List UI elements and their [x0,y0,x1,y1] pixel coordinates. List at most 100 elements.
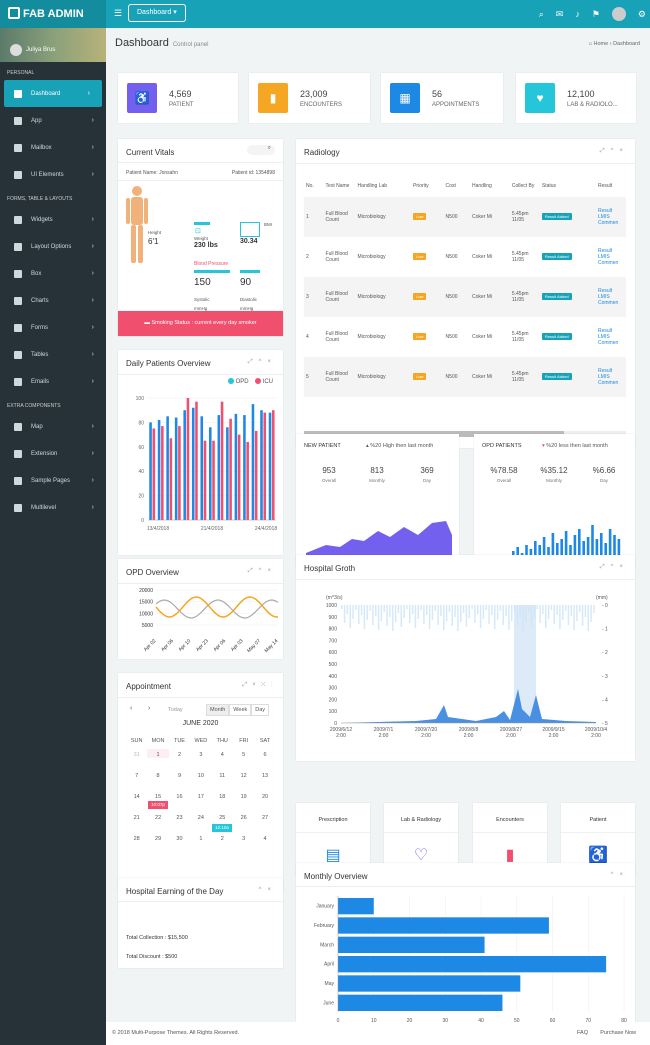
sidebar-item-mailbox[interactable]: Mailbox › [0,134,106,161]
card-controls[interactable]: ⤢^× [599,148,629,154]
calendar-day[interactable]: 13 [261,773,269,779]
sidebar-item-layout-options[interactable]: Layout Options › [0,233,106,260]
calendar-day[interactable]: 15 [155,794,162,800]
sidebar-item-dashboard[interactable]: Dashboard › [4,80,102,107]
table-row[interactable]: 3 Full Blood Count Microbiology Low N500 Coke… [304,277,626,317]
column-header[interactable]: Result [598,183,613,189]
calendar-day[interactable]: 9 [177,773,181,779]
calendar-day[interactable]: 31 [133,752,140,758]
dashboard-dropdown[interactable]: Dashboard ▾ [128,4,186,22]
table-row[interactable]: 2 Full Blood Count Microbiology Low N500 Coke… [304,237,626,277]
calendar-day[interactable]: 29 [155,836,162,842]
card-controls[interactable]: ⤢×⤫⋮ [242,682,277,688]
calendar-day[interactable]: 1 [199,836,203,842]
footer-faq[interactable]: FAQ [576,1030,588,1036]
calendar-day[interactable]: 10 [197,773,204,779]
calendar-day[interactable]: 11 [219,773,226,779]
card-controls[interactable]: ⤢^× [247,359,277,365]
table-row[interactable]: 1 Full Blood Count Microbiology Low N500 Coke… [304,197,626,237]
sidebar-item-charts[interactable]: Charts › [0,287,106,314]
calendar-day[interactable]: 17 [197,794,204,800]
calendar-day[interactable]: 30 [176,836,183,842]
column-header[interactable]: Handling Lab [357,183,388,189]
view-day[interactable]: Day [251,704,270,716]
stat-card-lab[interactable]: ♥ 12,100 LAB & RADIOLO... [516,73,636,123]
calendar-day[interactable]: 20 [261,794,269,800]
sidebar-item-tables[interactable]: Tables › [0,341,106,368]
calendar-day[interactable]: 2 [220,836,224,842]
column-header[interactable]: Handling [472,183,492,189]
view-week[interactable]: Week [229,704,252,716]
stat-card-appointments[interactable]: ▦ 56 APPOINTMENTS [381,73,503,123]
cell-result[interactable]: Result LMIS Commen [596,277,626,317]
calendar-day[interactable]: 23 [176,815,183,821]
calendar-day[interactable]: 3 [242,836,246,842]
avatar[interactable] [611,7,626,21]
prev-icon[interactable]: ‹ [130,705,133,712]
calendar-day[interactable]: 27 [261,815,269,821]
calendar-day[interactable]: 18 [219,794,226,800]
sidebar-item-forms[interactable]: Forms › [0,314,106,341]
today-button[interactable]: Today [168,707,183,713]
sidebar-item-multilevel[interactable]: Multilevel › [0,494,106,521]
column-header[interactable]: Cost [445,183,456,189]
card-controls[interactable]: ⤢^× [599,564,629,570]
calendar-day[interactable]: 3 [199,752,203,758]
sidebar-item-ui-elements[interactable]: UI Elements › [0,161,106,188]
column-header[interactable]: Status [541,183,557,189]
hamburger-icon[interactable]: ☰ [114,8,123,18]
cell-result[interactable]: Result LMIS Commen [596,197,626,237]
view-month[interactable]: Month [206,704,230,716]
calendar-day[interactable]: 4 [220,752,224,758]
mail-icon[interactable]: ✉ [555,8,564,19]
stat-card-encounters[interactable]: ▮ 23,009 ENCOUNTERS [249,73,370,123]
sidebar-item-map[interactable]: Map › [0,413,106,440]
calendar-day[interactable]: 1 [147,749,169,758]
sidebar-item-widgets[interactable]: Widgets › [0,206,106,233]
footer-purchase[interactable]: Purchase Now [600,1030,636,1036]
sidebar-item-app[interactable]: App › [0,107,106,134]
cell-result[interactable]: Result LMIS Commen [596,357,626,397]
column-header[interactable]: No. [306,183,314,189]
calendar-day[interactable]: 28 [133,836,140,842]
calendar-event[interactable]: 10:07p [148,801,168,809]
calendar-day[interactable]: 24 [197,815,204,821]
flag-icon[interactable]: ⚑ [591,8,600,19]
stat-card-patient[interactable]: ♿ 4,569 PATIENT [118,73,238,123]
calendar-day[interactable]: 4 [263,836,267,842]
card-controls[interactable]: ^× [258,887,277,893]
breadcrumb-home[interactable]: Home [593,41,609,47]
table-row[interactable]: 4 Full Blood Count Microbiology Low N500 Coke… [304,317,626,357]
calendar-day[interactable]: 19 [240,794,247,800]
sidebar-item-sample-pages[interactable]: Sample Pages › [0,467,106,494]
search-icon[interactable]: ⌕ [247,145,275,155]
calendar-day[interactable]: 25 [219,815,226,821]
calendar-day[interactable]: 7 [135,773,139,779]
sidebar-item-emails[interactable]: Emails › [0,368,106,395]
card-controls[interactable]: ⤢^× [247,568,277,574]
calendar-day[interactable]: 6 [263,752,267,758]
next-icon[interactable]: › [148,705,151,712]
card-controls[interactable]: ^× [610,872,629,878]
calendar-day[interactable]: 2 [177,752,181,758]
user-panel[interactable]: Juliya Brus [0,28,106,62]
column-header[interactable]: Priority [413,183,429,189]
sidebar-item-extension[interactable]: Extension › [0,440,106,467]
calendar-event[interactable]: 12:10a [212,824,232,832]
table-row[interactable]: 5 Full Blood Count Microbiology Low N500 Coke… [304,357,626,397]
calendar-day[interactable]: 16 [176,794,183,800]
calendar-day[interactable]: 12 [240,773,247,779]
app-logo[interactable]: FAB ADMIN [0,0,106,28]
calendar-day[interactable]: 14 [133,794,140,800]
search-icon[interactable]: ⌕ [538,8,544,19]
calendar-day[interactable]: 5 [242,752,246,758]
calendar-day[interactable]: 8 [156,773,160,779]
calendar-day[interactable]: 26 [240,815,247,821]
calendar-day[interactable]: 21 [133,815,140,821]
cell-result[interactable]: Result LMIS Commen [598,328,619,346]
gear-icon[interactable]: ⚙ [637,8,646,19]
calendar-day[interactable]: 22 [155,815,162,821]
cell-result[interactable]: Result LMIS Commen [598,248,619,266]
bell-icon[interactable]: ♪ [575,9,580,19]
column-header[interactable]: Test Name [325,183,350,189]
